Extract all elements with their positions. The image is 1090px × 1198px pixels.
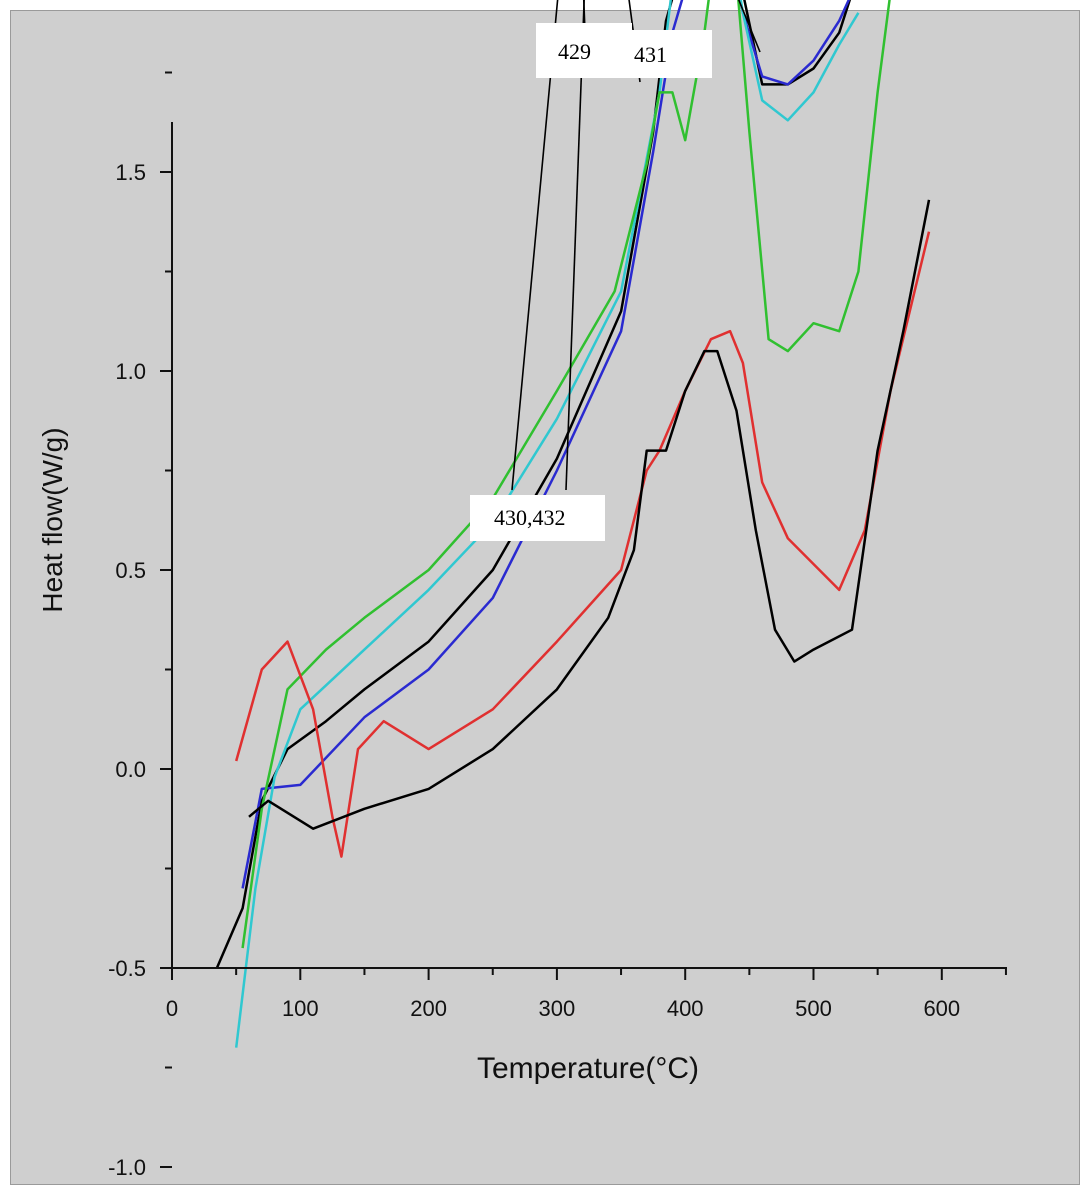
- y-tick-label: -0.5: [108, 956, 146, 981]
- series-line-6: [248, 199, 931, 830]
- x-tick-label: 100: [282, 996, 319, 1021]
- series-line-3: [234, 0, 860, 1048]
- series-line-2: [241, 0, 851, 889]
- y-axis-label: Heat flow(W/g): [37, 427, 68, 612]
- figure-frame: [10, 10, 1080, 1185]
- y-tick-label: 1.0: [115, 359, 146, 384]
- y-tick-label: 0.0: [115, 757, 146, 782]
- x-tick-label: 300: [539, 996, 576, 1021]
- annotation-431: 431: [612, 30, 712, 78]
- x-tick-label: 200: [410, 996, 447, 1021]
- annotation-430-432: 430,432: [470, 495, 605, 541]
- annotation-431-text: 431: [634, 42, 667, 67]
- x-tick-label: 500: [795, 996, 832, 1021]
- y-tick-label: 0.5: [115, 558, 146, 583]
- x-axis-label: Temperature(°C): [477, 1052, 699, 1085]
- x-tick-label: 0: [166, 996, 178, 1021]
- annotation-arrow: [628, 0, 641, 83]
- annotation-430-432-text: 430,432: [494, 505, 566, 530]
- y-tick-label: -1.0: [108, 1155, 146, 1180]
- series-line-4: [241, 0, 891, 949]
- y-tick-label: 1.5: [115, 160, 146, 185]
- x-tick-label: 600: [923, 996, 960, 1021]
- annotation-arrow: [511, 0, 559, 491]
- series-line-5: [234, 231, 931, 858]
- annotation-arrow: [565, 0, 585, 491]
- series-line-1: [215, 0, 852, 969]
- x-tick-label: 400: [667, 996, 704, 1021]
- annotation-429-text: 429: [558, 39, 591, 64]
